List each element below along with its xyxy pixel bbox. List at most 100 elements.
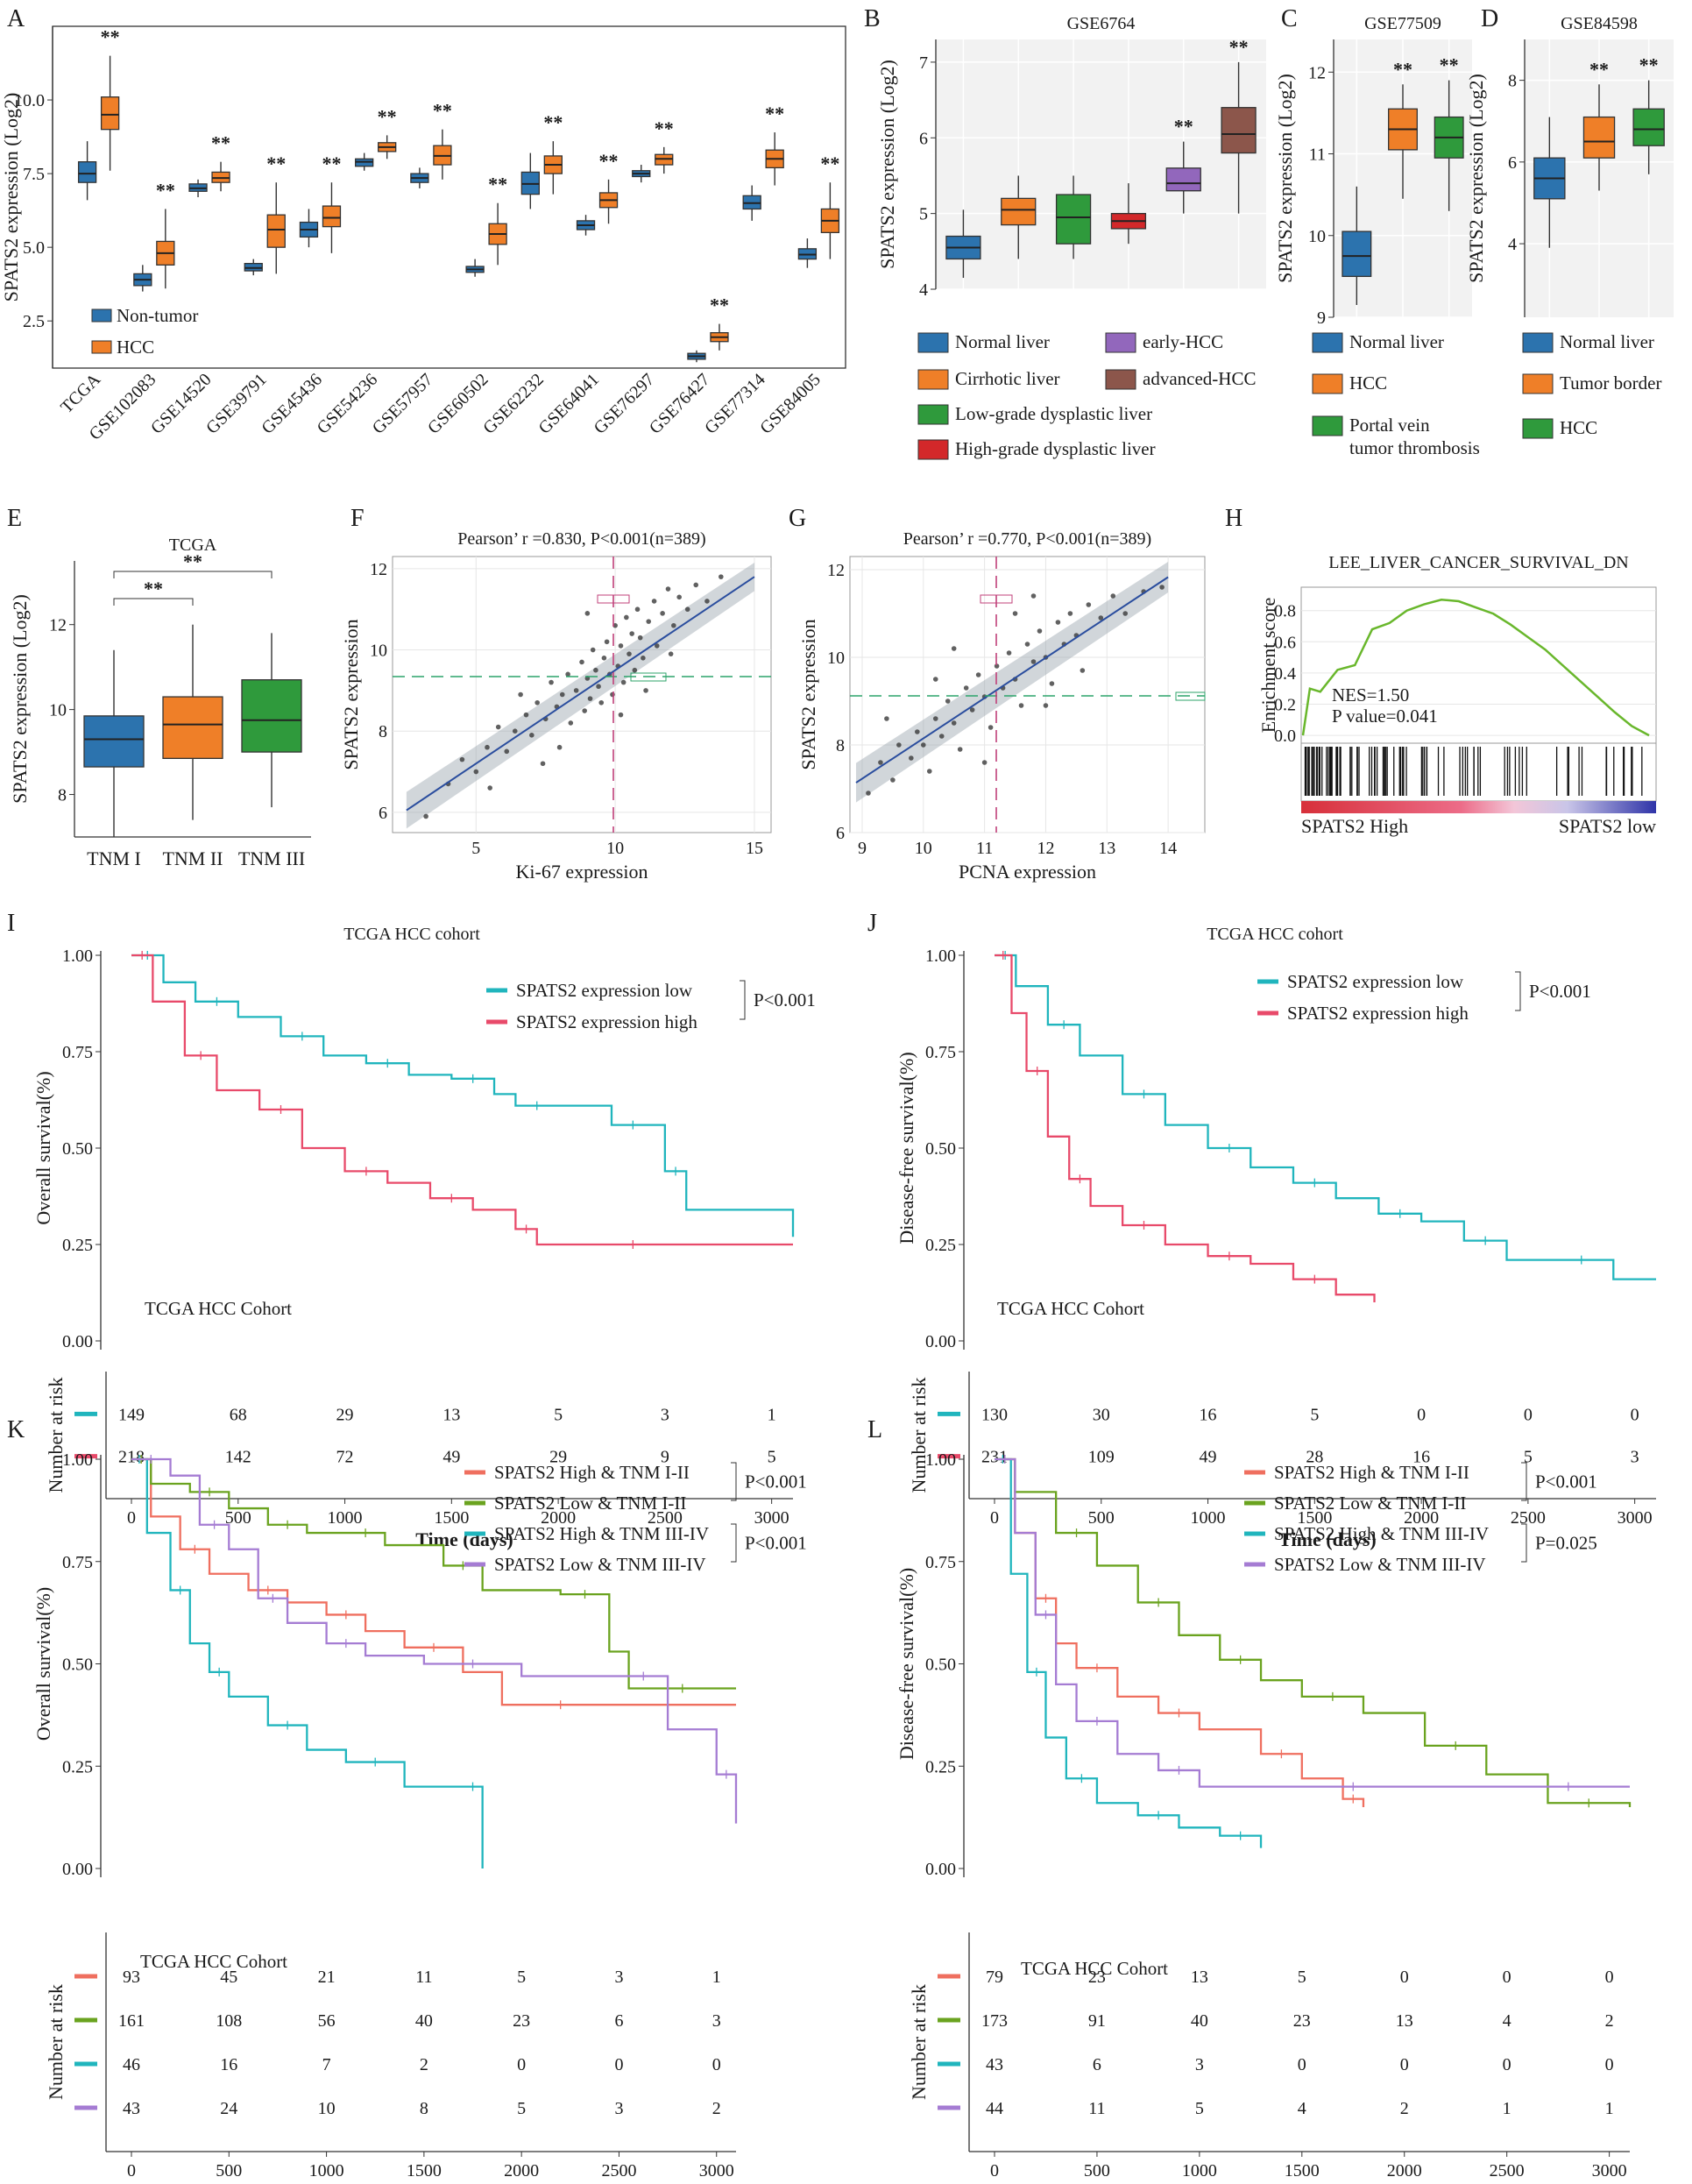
panel-E-box-box — [241, 679, 302, 753]
panel-G-data-point — [988, 725, 994, 730]
panel-F-data-point — [643, 688, 648, 693]
panel-F-data-point — [618, 643, 624, 649]
panel-H-y-tick-label: 0.6 — [1274, 633, 1296, 652]
panel-L-risk-count: 23 — [1293, 2011, 1311, 2031]
panel-F-data-point — [590, 647, 596, 653]
panel-I-pvalue: P<0.001 — [754, 989, 816, 1010]
panel-letter-H: H — [1225, 505, 1242, 532]
panel-G-y-tick-label: 10 — [827, 649, 845, 668]
panel-L-risk-count: 0 — [1605, 1968, 1614, 1987]
panel-C: 9 10 11 12 ** ** GSE77509 SPATS2 expression (Lo… — [1274, 14, 1480, 458]
panel-G-data-point — [926, 769, 932, 774]
panel-G-x-tick-label: 11 — [976, 839, 993, 858]
panel-G-data-point — [1086, 602, 1092, 607]
panel-letter-K: K — [7, 1416, 25, 1443]
panel-B-significance: ** — [1229, 36, 1249, 58]
panel-letter-E: E — [7, 505, 22, 532]
panel-F: 5 10 15 6 8 10 12 Pearson’ r =0.830, P<0.001(n=… — [340, 529, 772, 883]
panel-J-risk-count: 130 — [981, 1405, 1008, 1424]
panel-D-y-tick-label: 8 — [1508, 72, 1517, 91]
panel-B-y-tick-label: 5 — [919, 205, 928, 224]
panel-K-risk-count: 21 — [318, 1968, 336, 1987]
panel-G-title: Pearson’ r =0.770, P<0.001(n=389) — [903, 529, 1151, 549]
panel-K-risk-count: 23 — [513, 2011, 530, 2031]
panel-J-legend-label: SPATS2 expression high — [1287, 1003, 1469, 1024]
panel-E-bracket — [113, 571, 273, 578]
panel-K-pvalue-bracket — [731, 1523, 737, 1563]
panel-J-y-tick-label: 0.25 — [925, 1236, 956, 1255]
panel-J-km-curve — [995, 954, 1656, 1280]
panel-G-data-point — [932, 716, 938, 721]
panel-K-risk-count: 6 — [614, 2011, 623, 2031]
panel-K-risk-count: 16 — [220, 2055, 237, 2074]
panel-K-km-curve — [131, 1457, 736, 1690]
panel-L-legend-label: SPATS2 Low & TNM I-II — [1274, 1493, 1466, 1514]
panel-H-ylabel: Enrichment score — [1257, 598, 1279, 734]
panel-G-data-point — [878, 760, 883, 765]
panel-A-legend-swatch — [91, 340, 112, 354]
panel-L-x-tick-label: 1000 — [1182, 2161, 1217, 2180]
panel-B: 4 5 6 7 ** ** GSE6764 SPATS2 expression (Log2) N… — [876, 14, 1266, 460]
panel-K-risk-count: 0 — [517, 2055, 526, 2074]
panel-A-legend-swatch — [91, 308, 112, 323]
panel-B-legend-swatch — [917, 404, 949, 425]
panel-K-y-tick-label: 0.00 — [62, 1860, 93, 1879]
panel-B-title: GSE6764 — [1067, 14, 1136, 33]
panel-F-data-point — [610, 691, 615, 698]
panel-E-x-tick-label: TNM II — [162, 847, 223, 869]
panel-D-ylabel: SPATS2 expression (Log2) — [1465, 74, 1487, 283]
panel-B-legend-label: advanced-HCC — [1143, 368, 1256, 389]
panel-I-risk-count: 218 — [118, 1448, 145, 1467]
panel-A-legend-label: HCC — [117, 337, 154, 358]
panel-L-risk-count: 13 — [1191, 1968, 1208, 1987]
panel-G-confidence-band — [855, 562, 1169, 803]
panel-E-bracket-label: ** — [144, 578, 163, 599]
panel-J-title: TCGA HCC cohort — [1207, 925, 1343, 944]
panel-F-data-point — [596, 684, 601, 690]
panel-L-risk-count: 0 — [1605, 2055, 1614, 2074]
panel-J-risk-count: 5 — [1524, 1448, 1533, 1467]
panel-F-data-point — [598, 699, 605, 706]
panel-K-risk-count: 93 — [123, 1968, 140, 1987]
panel-E-y-tick-label: 8 — [58, 786, 67, 805]
panel-L-x-tick-label: 500 — [1084, 2161, 1110, 2180]
panel-K-risk-count: 40 — [415, 2011, 433, 2031]
panel-J-risk-count: 0 — [1631, 1405, 1639, 1424]
panel-F-data-point — [641, 656, 646, 661]
panel-B-legend-label: early-HCC — [1143, 331, 1223, 352]
panel-K-risk-count: 1 — [712, 1968, 721, 1987]
panel-K-risk-count: 43 — [123, 2099, 140, 2118]
panel-H-y-tick-label: 0.0 — [1274, 727, 1296, 746]
panel-J-y-tick-label: 0.50 — [925, 1139, 956, 1159]
panel-F-data-point — [719, 574, 724, 579]
panel-B-legend-label: Cirrhotic liver — [955, 368, 1060, 389]
panel-K-x-tick-label: 1500 — [407, 2161, 442, 2180]
panel-K-risk-count: 46 — [123, 2055, 140, 2074]
panel-J-risk-count: 109 — [1088, 1448, 1115, 1467]
panel-A-x-tick-label: GSE84005 — [756, 370, 825, 438]
panel-E-x-tick-label: TNM I — [87, 847, 141, 869]
panel-J-risk-count: 3 — [1631, 1448, 1639, 1467]
panel-L-risk-count: 11 — [1088, 2099, 1105, 2118]
panel-L-risk-count: 4 — [1298, 2099, 1306, 2118]
panel-D-box-box — [1582, 116, 1616, 159]
panel-C-legend-label: Portal vein — [1349, 415, 1430, 436]
panel-J-risk-count: 30 — [1093, 1405, 1110, 1424]
panel-I-x-tick-label: 1000 — [328, 1508, 363, 1528]
panel-A-box-hcc-box — [322, 205, 342, 228]
panel-G-data-point — [975, 672, 981, 677]
panel-B-legend-swatch — [1105, 369, 1136, 390]
panel-G-data-point — [915, 729, 920, 734]
panel-A-x-tick-label: TCGA — [57, 370, 104, 417]
panel-letter-A: A — [7, 5, 25, 32]
panel-J-x-tick-label: 3000 — [1618, 1508, 1653, 1528]
panel-I-pvalue-bracket — [740, 980, 746, 1020]
panel-G-y-tick-label: 12 — [827, 561, 845, 580]
panel-L-risk-count: 1 — [1605, 2099, 1614, 2118]
panel-E-box-box — [162, 696, 223, 759]
panel-F-data-point — [504, 748, 510, 755]
panel-K-legend-label: SPATS2 High & TNM I-II — [494, 1462, 690, 1483]
panel-I-risk-count: 149 — [118, 1405, 145, 1424]
panel-E-y-tick-label: 12 — [49, 616, 67, 635]
